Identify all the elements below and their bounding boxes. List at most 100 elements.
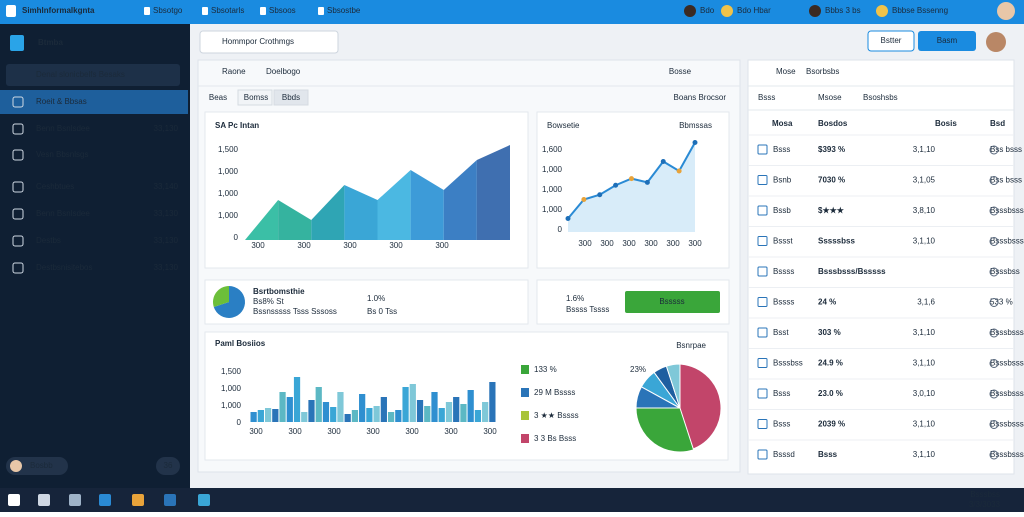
tab[interactable] — [273, 89, 309, 106]
sidebar-item[interactable]: Benn Bsnlsdee — [36, 124, 90, 133]
taskbar-icon[interactable] — [69, 494, 81, 506]
sidebar-item[interactable]: Ceshbtues — [36, 182, 74, 191]
table-cell: Bsssbsss/Bsssss — [818, 267, 886, 276]
row-icon — [757, 175, 768, 185]
y-tick-label: 1,000 — [218, 211, 239, 220]
button[interactable] — [867, 30, 915, 52]
x-tick-label: 300 — [622, 239, 636, 248]
card-title: Bowsetie — [547, 121, 580, 130]
sidebar-title: Btmba — [38, 38, 63, 47]
row-icon — [757, 144, 768, 155]
point — [644, 179, 650, 185]
search-box[interactable] — [199, 30, 339, 54]
taskbar-icon[interactable] — [8, 494, 20, 506]
taskbar-icon[interactable] — [198, 494, 210, 506]
bar — [402, 387, 409, 422]
row-status — [989, 420, 999, 429]
sidebar-item[interactable]: Destbs — [36, 236, 61, 245]
nav-item[interactable]: Sbsoos — [269, 6, 296, 15]
nav-item[interactable]: Sbsotgo — [153, 6, 183, 15]
x-tick-label: 300 — [444, 427, 458, 436]
user-item[interactable]: Bbbse Bssenng — [892, 6, 948, 15]
area-segment — [344, 185, 378, 240]
legend-label: 29 M Bssss — [534, 388, 575, 397]
user-item[interactable]: Bdo Hbar — [737, 6, 771, 15]
table-cell: Bssss — [773, 298, 794, 307]
table-header: Bosdos — [818, 119, 848, 128]
panel-title: Mose — [776, 67, 796, 76]
bar — [322, 402, 330, 422]
tab-label[interactable]: Bbds — [282, 93, 300, 102]
x-tick-label: 300 — [366, 427, 380, 436]
sidebar-item[interactable]: Destbsnisitebos — [36, 263, 92, 272]
sidebar-count: 33,130 — [154, 263, 179, 272]
taskbar-icon[interactable] — [99, 494, 111, 506]
row-status — [989, 267, 999, 277]
area-segment — [311, 185, 345, 240]
sidebar-item[interactable]: Denal slonicbelfs Besaks — [36, 70, 125, 79]
y-tick-label: 1,600 — [542, 145, 563, 154]
x-tick-label: 300 — [483, 427, 497, 436]
table-cell: Bsssbsss — [990, 237, 1024, 246]
button[interactable] — [918, 31, 976, 51]
sidebar-item[interactable]: Vesn Bbsnlsgs — [36, 150, 88, 159]
legend-swatch — [521, 365, 529, 374]
bar — [293, 377, 301, 422]
dropdown[interactable]: Bsnrpae — [676, 341, 706, 350]
nav-item[interactable]: Sbsotarls — [211, 6, 244, 15]
bar — [308, 400, 315, 422]
pie-slice — [635, 407, 695, 453]
y-tick-label: 1,500 — [218, 145, 239, 154]
action-button[interactable] — [625, 291, 720, 313]
bar — [438, 408, 445, 422]
tab-label[interactable]: Beas — [209, 93, 227, 102]
table-header: Mosa — [772, 119, 793, 128]
y-tick-label: 1,000 — [542, 165, 563, 174]
tab[interactable] — [237, 89, 273, 106]
table-cell: 3,1,10 — [913, 145, 936, 154]
stat-title: Bsrtbomsthie — [253, 287, 305, 296]
app-icon — [6, 5, 16, 17]
y-tick-label: 0 — [234, 233, 239, 242]
table-cell: Bss bsss — [990, 145, 1022, 154]
sidebar-icon — [12, 208, 24, 220]
button-label: Bsssss — [659, 297, 684, 306]
user-item[interactable]: Bbbs 3 bs — [825, 6, 861, 15]
row-icon — [757, 449, 768, 460]
table-cell: Bsssbss — [990, 267, 1020, 276]
avatar — [986, 32, 1006, 52]
row-status — [989, 145, 999, 155]
area-segment — [377, 170, 411, 240]
sidebar-icon — [12, 96, 24, 108]
area-segment — [476, 145, 510, 240]
legend-label: 3 ★★ Bssss — [534, 411, 579, 420]
logo — [10, 35, 24, 51]
tab-label[interactable]: Msose — [818, 93, 842, 102]
tab-label[interactable]: Bomss — [244, 93, 268, 102]
y-tick-label: 0 — [558, 225, 563, 234]
table-cell: Bssb — [773, 206, 791, 215]
sidebar-item[interactable]: Roeit & Bbsas — [36, 97, 87, 106]
sidebar-icon — [12, 262, 24, 274]
row-status — [989, 389, 999, 399]
bar — [301, 412, 308, 422]
bar — [373, 406, 380, 422]
taskbar-icon[interactable] — [164, 494, 176, 506]
pie-slice — [676, 363, 722, 451]
tab-label[interactable]: Bsss — [758, 93, 775, 102]
point — [597, 192, 603, 198]
card-title: Paml Bosiios — [215, 339, 266, 348]
taskbar-icon[interactable] — [38, 494, 50, 506]
sidebar-item[interactable]: Benn Bsnlsdee — [36, 209, 90, 218]
user-item[interactable]: Bdo — [700, 6, 715, 15]
table-cell: Bsssbsss — [990, 328, 1024, 337]
table-cell: Bsssbsss — [990, 359, 1024, 368]
nav-item[interactable]: Sbsostbe — [327, 6, 361, 15]
sidebar-icon — [12, 149, 24, 161]
taskbar-icon[interactable] — [132, 494, 144, 506]
footer-chip — [156, 457, 180, 475]
panel-action: Bosse — [669, 67, 692, 76]
footer-count: 36 — [164, 461, 173, 470]
table-cell: 7030 % — [818, 176, 845, 185]
tab-label[interactable]: Bsoshsbs — [863, 93, 898, 102]
